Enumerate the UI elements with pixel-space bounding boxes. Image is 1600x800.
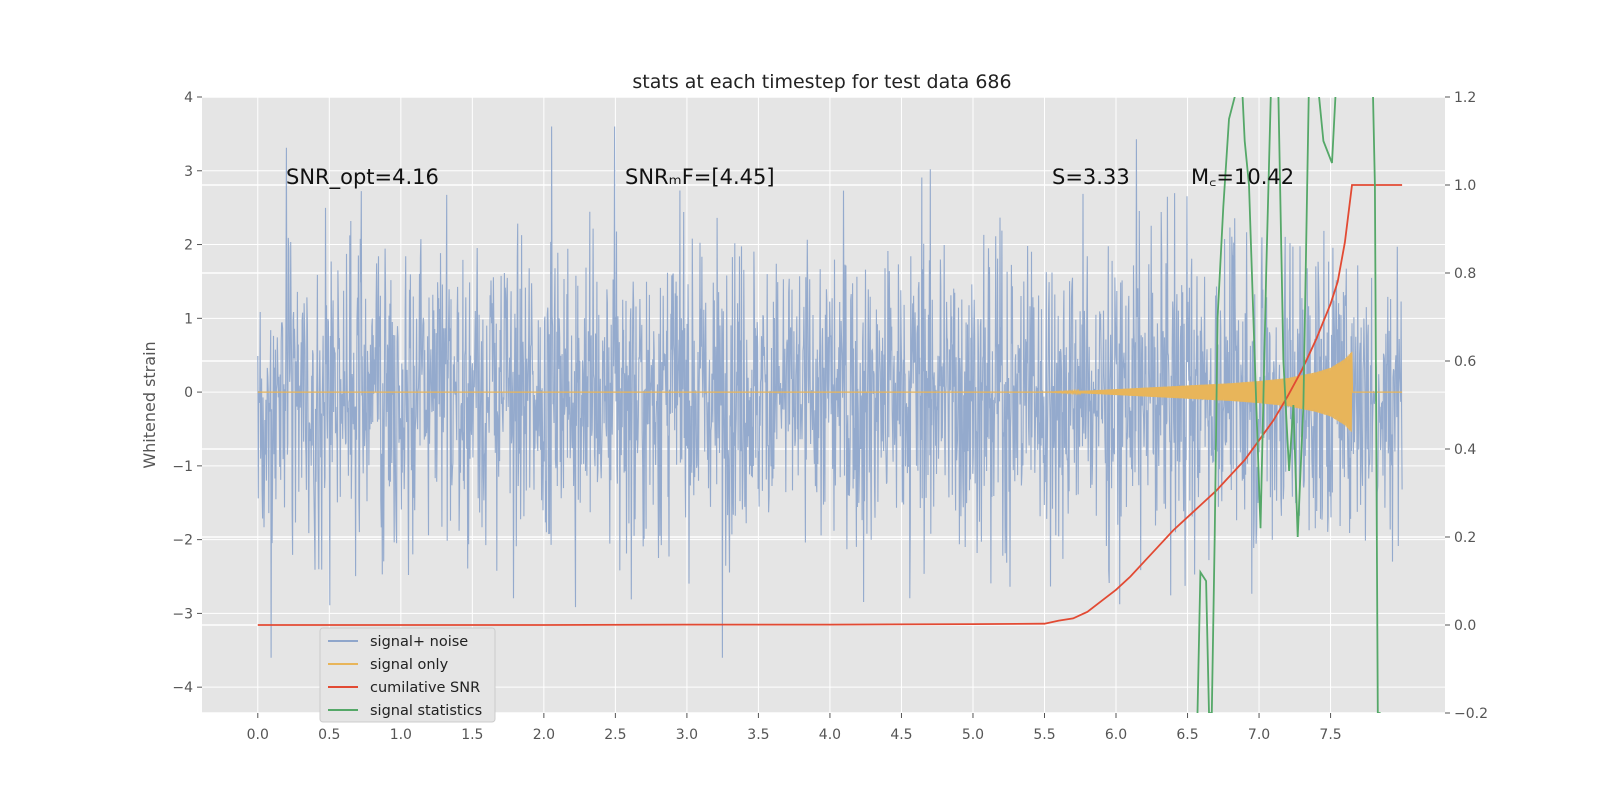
x-tick-label: 5.5 [1033, 727, 1055, 743]
y2-tick-label: 0.4 [1454, 442, 1476, 458]
legend-label: signal+ noise [370, 634, 468, 650]
legend-box [319, 627, 496, 723]
annotation-3: S=3.33 [1052, 165, 1130, 189]
legend-label: cumilative SNR [370, 680, 480, 696]
y-tick-label: 0 [184, 385, 193, 401]
x-tick-label: 7.5 [1319, 727, 1341, 743]
y-tick-label: 1 [184, 311, 193, 327]
y-axis-right: 1.2 1.0 0.8 0.6 0.4 0.2 0.0 −0.2 [1445, 90, 1488, 722]
x-tick-label: 6.5 [1176, 727, 1198, 743]
x-tick-label: 0.0 [247, 727, 269, 743]
x-tick-label: 7.0 [1248, 727, 1270, 743]
y-axis-left: 4 3 2 1 0 −1 −2 −3 −4 [172, 90, 202, 696]
y2-tick-label: 0.0 [1454, 618, 1476, 634]
y2-tick-label: −0.2 [1454, 706, 1488, 722]
x-tick-label: 0.5 [318, 727, 340, 743]
x-tick-label: 3.0 [676, 727, 698, 743]
y-tick-label: −1 [172, 459, 193, 475]
legend: signal+ noise signal only cumilative SNR si… [319, 627, 496, 723]
y2-tick-label: 0.2 [1454, 530, 1476, 546]
y2-tick-label: 0.8 [1454, 266, 1476, 282]
y2-tick-label: 0.6 [1454, 354, 1476, 370]
y-tick-label: 2 [184, 238, 193, 254]
series-signal-statistics-line [1196, 97, 1381, 713]
annotation-4: M꜀=10.42 [1191, 165, 1294, 189]
legend-label: signal only [370, 657, 449, 673]
x-tick-label: 6.0 [1105, 727, 1127, 743]
x-axis: 0.0 0.5 1.0 1.5 2.0 2.5 3.0 3.5 4.0 4.5 5.0 5.5 6.0 6… [247, 713, 1342, 743]
x-tick-label: 1.5 [461, 727, 483, 743]
x-tick-label: 1.0 [390, 727, 412, 743]
chart-title: stats at each timestep for test data 686 [632, 71, 1011, 93]
series-signal-only-line [257, 351, 1403, 432]
y-tick-label: −3 [172, 606, 193, 622]
y2-tick-label: 1.0 [1454, 178, 1476, 194]
x-tick-label: 5.0 [962, 727, 984, 743]
x-tick-label: 2.0 [533, 727, 555, 743]
series-cumulative-snr-line [257, 184, 1403, 626]
y-axis-label: Whitened strain [140, 341, 159, 468]
x-tick-label: 3.5 [747, 727, 769, 743]
y-tick-label: −2 [172, 533, 193, 549]
y-tick-label: −4 [172, 680, 193, 696]
x-tick-label: 4.0 [819, 727, 841, 743]
x-tick-label: 2.5 [604, 727, 626, 743]
x-tick-label: 4.5 [890, 727, 912, 743]
annotation-1: SNR_opt=4.16 [286, 165, 439, 190]
series [257, 97, 1403, 713]
legend-label: signal statistics [370, 703, 482, 719]
y-tick-label: 4 [184, 90, 193, 106]
annotations: SNR_opt=4.16 SNRₘF=[4.45] S=3.33 M꜀=10.42 [286, 165, 1294, 190]
annotation-2: SNRₘF=[4.45] [625, 165, 775, 189]
series-signal-plus-noise-line [257, 126, 1403, 658]
y2-tick-label: 1.2 [1454, 90, 1476, 106]
y-tick-label: 3 [184, 164, 193, 180]
